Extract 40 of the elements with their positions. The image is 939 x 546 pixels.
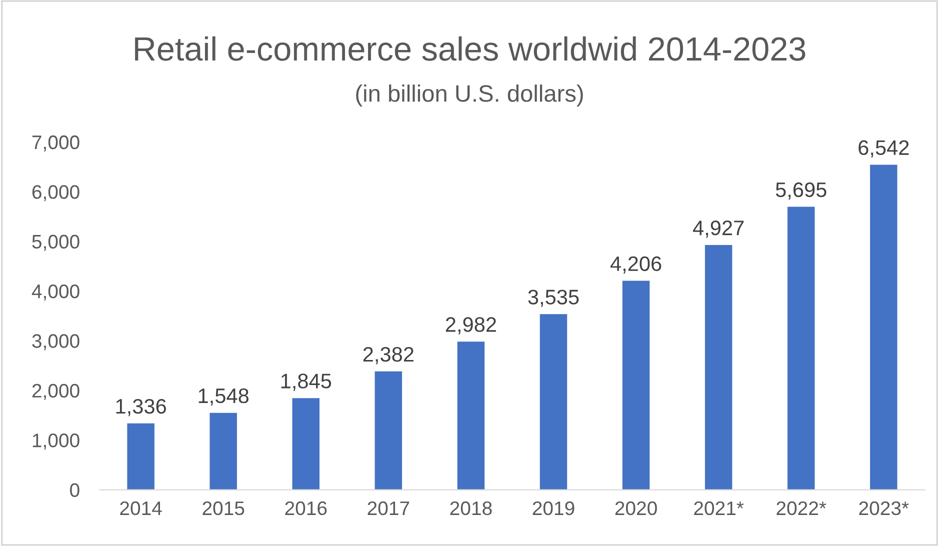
chart-subtitle: (in billion U.S. dollars) (356, 84, 583, 107)
x-tick-label: 2022* (776, 501, 826, 516)
x-tick-label: 2015 (202, 501, 244, 516)
bar (787, 206, 815, 490)
chart-title: Retail e-commerce sales worldwid 2014-2023 (135, 36, 806, 61)
bar (704, 244, 732, 490)
bar (540, 314, 568, 490)
bar (457, 342, 485, 490)
bar (210, 412, 237, 490)
data-label: 2,382 (363, 346, 414, 364)
bar (127, 423, 154, 490)
data-label: 6,542 (858, 140, 909, 158)
y-tick-label: 3,000 (32, 334, 80, 350)
data-label: 1,336 (116, 398, 166, 416)
y-tick-label: 2,000 (32, 384, 80, 400)
data-label: 4,927 (692, 220, 744, 238)
x-tick-label: 2023* (859, 501, 909, 516)
x-tick-label: 2018 (450, 501, 492, 516)
x-tick-label: 2017 (368, 501, 410, 516)
x-tick-label: 2016 (285, 501, 327, 516)
bar (622, 280, 650, 490)
bar (374, 371, 402, 490)
data-label: 5,695 (776, 182, 826, 200)
y-tick-label: 0 (70, 483, 80, 497)
y-tick-label: 6,000 (32, 185, 80, 202)
x-tick-label: 2021* (694, 501, 744, 516)
bar (870, 164, 898, 490)
y-tick-label: 1,000 (32, 434, 80, 450)
data-label: 1,548 (198, 388, 249, 406)
x-tick-label: 2014 (120, 501, 162, 516)
y-tick-label: 4,000 (32, 284, 80, 301)
data-label: 4,206 (610, 256, 662, 274)
y-tick-label: 5,000 (32, 234, 80, 251)
data-label: 3,535 (528, 290, 579, 307)
data-label: 2,982 (446, 317, 496, 334)
data-label: 1,845 (281, 374, 332, 391)
x-tick-label: 2019 (532, 501, 574, 516)
y-tick-label: 7,000 (32, 135, 80, 152)
x-tick-label: 2020 (615, 501, 657, 516)
bar (292, 398, 320, 490)
